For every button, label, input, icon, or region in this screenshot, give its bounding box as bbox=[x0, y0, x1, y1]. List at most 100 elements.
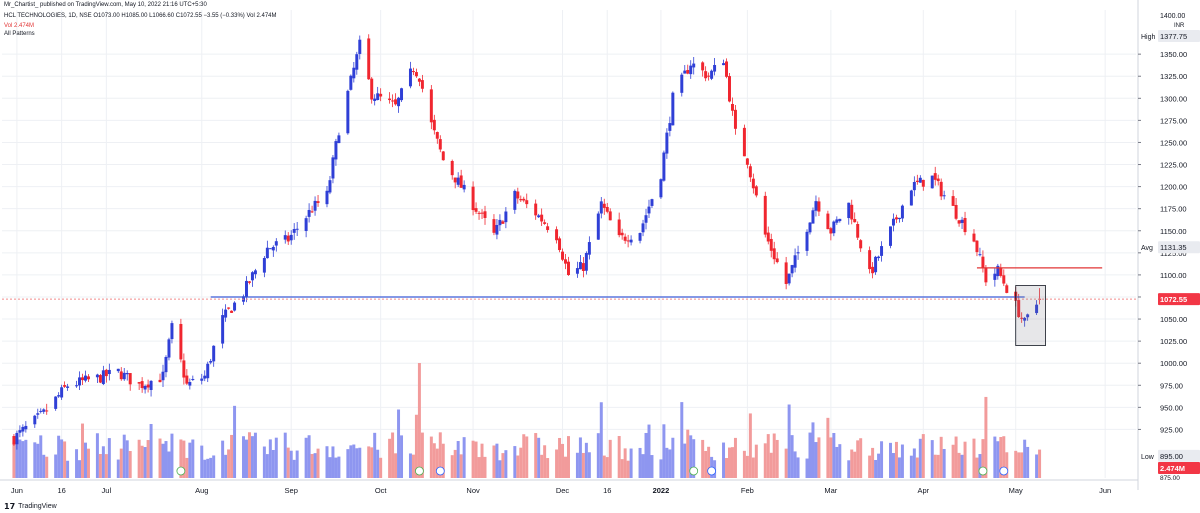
volume-bar bbox=[352, 444, 356, 478]
candle-body bbox=[704, 71, 708, 79]
candle-body bbox=[602, 203, 606, 208]
candle-body bbox=[325, 190, 329, 205]
volume-bar bbox=[83, 442, 87, 478]
volume-bar bbox=[164, 441, 168, 478]
volume-bar bbox=[191, 439, 195, 478]
volume-bar bbox=[999, 437, 1003, 478]
volume-bar bbox=[951, 444, 955, 478]
candle-body bbox=[701, 62, 705, 71]
volume-series bbox=[12, 363, 1042, 478]
candle-body bbox=[292, 229, 296, 233]
candle-body bbox=[680, 74, 684, 93]
candle-body bbox=[75, 385, 79, 387]
candle-body bbox=[474, 208, 478, 212]
candle-body bbox=[984, 267, 988, 283]
time-tick-label: Nov bbox=[466, 486, 480, 495]
volume-bar bbox=[1002, 436, 1006, 478]
candle-body bbox=[918, 177, 922, 183]
candle-body bbox=[668, 123, 672, 131]
candle-body bbox=[772, 248, 776, 260]
candle-body bbox=[244, 280, 248, 297]
volume-bar bbox=[578, 437, 582, 478]
volume-bar bbox=[790, 435, 794, 478]
candle-body bbox=[200, 378, 204, 381]
candle-body bbox=[733, 109, 737, 129]
volume-bar bbox=[122, 434, 126, 478]
candle-body bbox=[498, 219, 502, 226]
candle-body bbox=[728, 76, 731, 102]
volume-bar bbox=[325, 446, 329, 478]
time-tick-label: Jun bbox=[11, 486, 23, 495]
candle-body bbox=[856, 223, 860, 238]
volume-bar bbox=[116, 459, 120, 478]
volume-bar bbox=[125, 440, 129, 478]
volume-bar bbox=[766, 434, 770, 478]
volume-bar bbox=[772, 433, 776, 478]
volume-bar bbox=[459, 454, 463, 478]
volume-bar bbox=[915, 457, 919, 478]
candle-body bbox=[188, 382, 192, 386]
candle-body bbox=[790, 265, 794, 274]
volume-bar bbox=[623, 448, 627, 478]
volume-bar bbox=[498, 460, 502, 478]
time-tick-label: 16 bbox=[57, 486, 65, 495]
last-price-tag: 1072.55 bbox=[1160, 295, 1187, 304]
time-tick-label: 2022 bbox=[653, 486, 670, 495]
candle-body bbox=[391, 100, 395, 102]
volume-bar bbox=[769, 452, 773, 478]
candle-body bbox=[748, 166, 752, 178]
volume-bar bbox=[650, 455, 654, 478]
volume-bar bbox=[170, 433, 174, 478]
candle-body bbox=[999, 267, 1003, 276]
candle-body bbox=[897, 217, 901, 220]
volume-bar bbox=[829, 437, 833, 478]
candle-body bbox=[283, 235, 287, 240]
candle-body bbox=[871, 266, 875, 274]
volume-bar bbox=[599, 402, 603, 478]
volume-bar bbox=[516, 455, 520, 478]
candle-body bbox=[286, 235, 290, 242]
volume-bar bbox=[575, 452, 579, 478]
volume-bar bbox=[119, 448, 123, 478]
candle-body bbox=[826, 213, 830, 230]
candle-body bbox=[835, 219, 839, 223]
earnings-marker-icon bbox=[689, 466, 699, 476]
candle-body bbox=[623, 236, 627, 241]
volume-bar bbox=[373, 432, 377, 478]
time-tick-label: Aug bbox=[195, 486, 208, 495]
candle-body bbox=[119, 371, 123, 380]
volume-bar bbox=[1035, 454, 1039, 478]
tradingview-footer: 𝟭𝟳 TradingView bbox=[4, 502, 57, 511]
volume-bar bbox=[253, 432, 257, 478]
candle-body bbox=[411, 71, 415, 73]
candle-body bbox=[1020, 317, 1024, 319]
volume-bar bbox=[391, 432, 395, 478]
volume-bar bbox=[692, 439, 696, 478]
volume-bar bbox=[730, 447, 734, 478]
volume-bar bbox=[376, 449, 380, 478]
candle-body bbox=[42, 409, 46, 412]
candle-body bbox=[107, 369, 111, 375]
candle-body bbox=[501, 221, 505, 224]
volume-bar bbox=[230, 434, 234, 478]
price-tick-label: 1250.00 bbox=[1160, 138, 1187, 147]
candle-body bbox=[900, 205, 904, 219]
volume-bar bbox=[185, 457, 189, 478]
candle-body bbox=[522, 198, 526, 201]
candle-body bbox=[725, 61, 729, 77]
time-tick-label: Dec bbox=[556, 486, 570, 495]
candle-body bbox=[101, 370, 105, 385]
candle-body bbox=[766, 232, 770, 242]
candle-body bbox=[262, 258, 266, 273]
volume-bar bbox=[608, 439, 612, 478]
candle-body bbox=[978, 254, 982, 256]
volume-bar bbox=[784, 448, 788, 478]
volume-bar bbox=[993, 436, 997, 478]
candle-body bbox=[587, 242, 591, 255]
candle-body bbox=[689, 65, 693, 75]
candle-body bbox=[432, 119, 436, 131]
candle-body bbox=[271, 246, 275, 251]
candle-body bbox=[83, 375, 87, 381]
volume-bar bbox=[450, 455, 454, 478]
